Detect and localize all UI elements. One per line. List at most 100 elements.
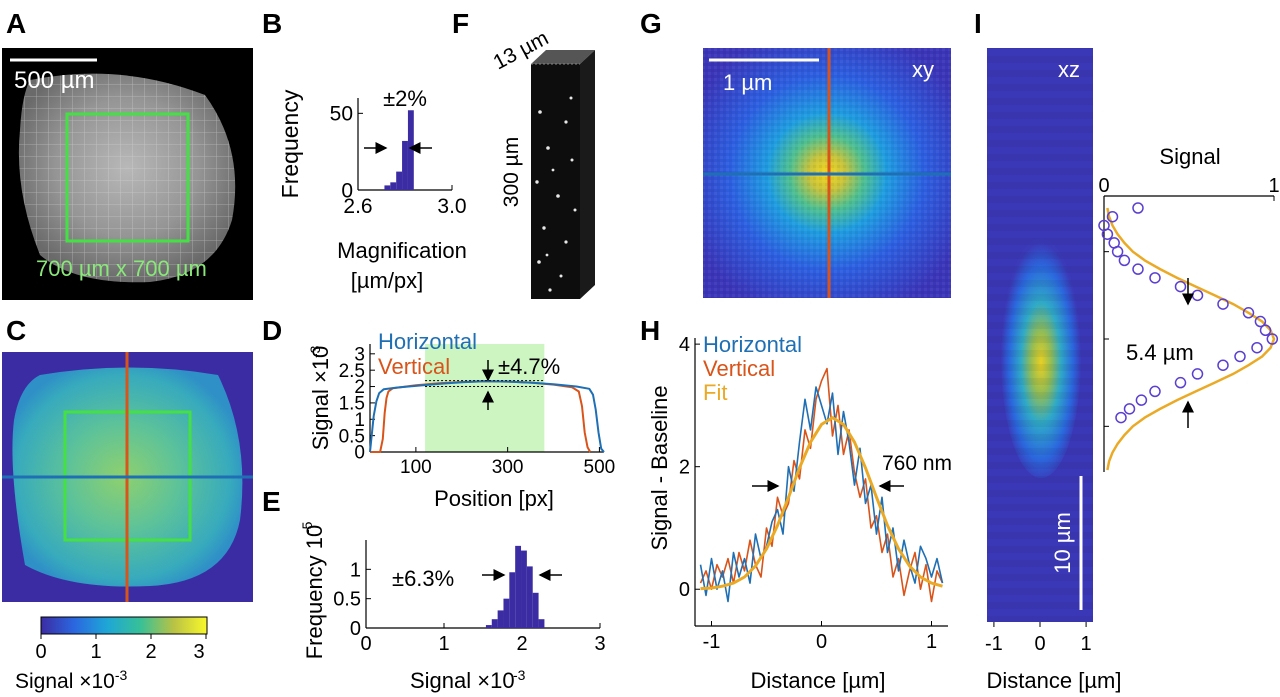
y-tick-label: 1.5 [339, 394, 365, 415]
chart-b: 2.6 3.0 0 50 ±2% Frequency Magnification [µm/px… [277, 86, 467, 293]
panel-letter-b: B [262, 8, 282, 39]
histogram-bar [407, 110, 414, 190]
legend-horizontal: Horizontal [378, 329, 477, 354]
chart-i-xaxis: -1 0 1 Distance [µm] [985, 622, 1121, 693]
y-axis-label-exponent: -5 [299, 521, 315, 534]
histogram-bar [532, 592, 539, 628]
histogram-bar [526, 566, 533, 628]
x-tick-label: 1 [438, 633, 449, 655]
data-point [1234, 350, 1246, 363]
plane-label: xy [912, 57, 934, 82]
legend-horizontal: Horizontal [703, 332, 802, 357]
histogram-bar [521, 550, 527, 628]
data-point [1251, 341, 1263, 354]
x-tick-label: 1 [1268, 175, 1279, 197]
data-point [1242, 307, 1255, 319]
data-point [1266, 333, 1279, 345]
x-axis-label: Position [px] [434, 486, 554, 511]
panel-letter-a: A [6, 8, 26, 39]
x-axis-label-exponent: -3 [513, 667, 526, 683]
colorbar-tick: 0 [35, 641, 46, 663]
x-tick-label: 300 [492, 457, 524, 478]
x-tick-label: 2.6 [343, 195, 372, 218]
y-tick-label: 0.5 [333, 589, 361, 611]
x-tick-label: 0 [816, 631, 827, 653]
chart-d: 100 300 500 00.511.522.53 HorizontalVertical… [307, 329, 615, 511]
histogram-bar [485, 625, 492, 628]
legend-fit: Fit [703, 380, 727, 405]
y-tick-label: 0 [341, 179, 353, 202]
y-axis-label: Signal - Baseline [647, 385, 672, 550]
x-tick-label: -1 [703, 631, 721, 653]
colorbar-tick: 1 [90, 641, 101, 663]
scale-label: 500 µm [14, 67, 95, 94]
roi-square [65, 112, 190, 243]
x-tick-label: 500 [584, 457, 616, 478]
colorbar: 0 1 2 3 Signal ×10-3 [15, 616, 208, 693]
x-tick-label: 0 [1034, 633, 1045, 655]
panel-c-image [2, 352, 253, 602]
y-tick-label: 0 [679, 579, 690, 601]
data-point [1111, 245, 1124, 258]
data-point [1132, 263, 1144, 275]
fwhm-annotation: 5.4 µm [1126, 340, 1194, 365]
data-point [1123, 403, 1136, 415]
y-axis-label: Signal ×10 [308, 346, 333, 451]
y-tick-label: 3 [354, 344, 365, 365]
histogram-bar [509, 572, 516, 628]
data-point [1132, 202, 1144, 214]
histogram-bar [390, 182, 397, 190]
data-point [1149, 385, 1161, 398]
x-tick-label: 0 [360, 633, 371, 655]
data-point [1149, 272, 1161, 284]
x-tick-label: 3.0 [437, 195, 466, 218]
histogram-bar [491, 619, 498, 628]
data-point [1118, 254, 1131, 267]
chart-i: 0 1 Signal 5.4 µm [1098, 144, 1280, 472]
data-point [1174, 376, 1187, 389]
panel-f-volume: 13 µm 300 µm [490, 27, 595, 299]
panel-letter-i: I [974, 8, 982, 39]
bead-dots [535, 96, 577, 292]
data-point [1101, 228, 1114, 240]
vertical-series-line [699, 367, 944, 603]
data-point [1115, 411, 1127, 424]
histogram-bar [538, 619, 545, 628]
panel-i-image: xz 10 µm [987, 48, 1093, 622]
spread-annotation: ±2% [383, 86, 427, 111]
histogram-bar [402, 140, 408, 190]
x-axis-label: Signal ×10 [410, 668, 515, 693]
y-tick-label: 2.5 [339, 361, 365, 382]
x-axis-label: Distance [µm] [751, 668, 886, 693]
data-point [1135, 394, 1148, 406]
data-point [1174, 280, 1187, 293]
panel-letter-c: C [6, 315, 26, 346]
histogram-bar [396, 171, 403, 190]
colorbar-label: Signal ×10-3 [15, 667, 128, 693]
x-tick-label: -1 [985, 633, 1003, 655]
panel-a-image: 500 µm 700 µm x 700 µm [2, 48, 253, 300]
y-tick-label: 2 [354, 377, 365, 398]
x-tick-label: 1 [1081, 633, 1092, 655]
horizontal-series-line [369, 380, 605, 453]
y-tick-label: 0 [350, 618, 361, 640]
fwhm-annotation: 760 nm [882, 452, 952, 475]
y-tick-label: 1 [350, 559, 361, 581]
panel-letter-d: D [262, 315, 282, 346]
colorbar-tick: 2 [145, 641, 156, 663]
x-tick-label: 100 [400, 457, 432, 478]
histogram-bar [515, 545, 522, 628]
horizontal-series-line [699, 386, 944, 603]
legend-vertical: Vertical [703, 356, 775, 381]
panel-letter-f: F [452, 8, 469, 39]
histogram-bar [497, 610, 504, 628]
data-point [1217, 298, 1229, 310]
x-tick-label: 3 [594, 633, 605, 655]
roi-label: 700 µm x 700 µm [36, 256, 207, 281]
y-axis-label-exponent: -3 [307, 345, 323, 358]
data-point [1191, 368, 1204, 380]
x-tick-label: 0 [1098, 175, 1109, 197]
y-tick-label: 0 [354, 443, 365, 464]
spread-annotation: ±6.3% [392, 566, 454, 591]
